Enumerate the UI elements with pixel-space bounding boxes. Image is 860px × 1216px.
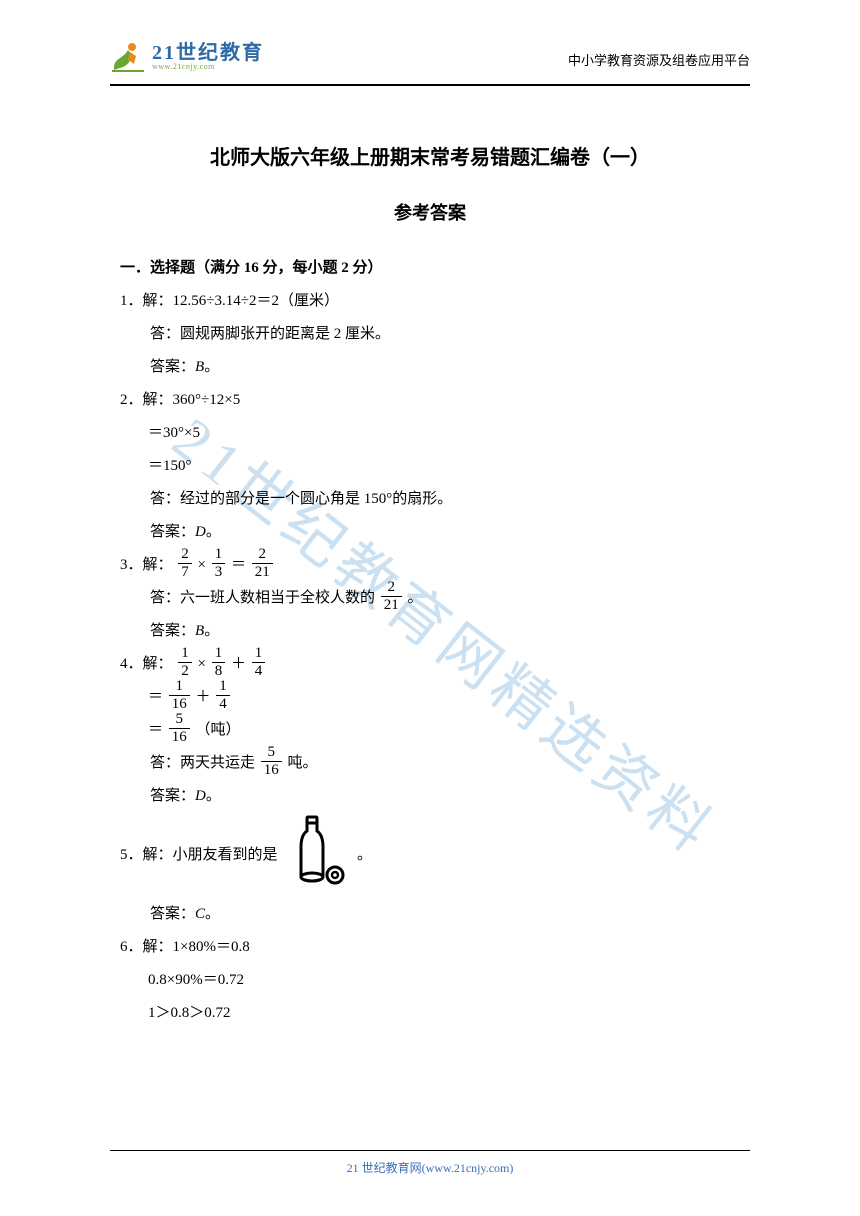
- bottle-icon: [287, 813, 347, 898]
- q2-ans-letter: D: [195, 524, 206, 540]
- q3-final-suffix: 。: [204, 623, 219, 639]
- q2-ans-prefix: 答案：: [150, 524, 195, 540]
- q3-eq: ＝: [231, 557, 246, 573]
- q3-f3d: 21: [252, 563, 273, 580]
- q3-final: 答案：B。: [120, 615, 740, 648]
- q3-frac2: 13: [212, 547, 226, 580]
- logo: 21世纪教育 www.21cnjy.com: [110, 40, 264, 74]
- q4-b1d: 16: [169, 695, 190, 712]
- q1-ans-prefix: 答案：: [150, 359, 195, 375]
- q4-unit: （吨）: [196, 722, 241, 738]
- q2-line3: ＝150°: [120, 450, 740, 483]
- q4-mul: ×: [198, 656, 206, 672]
- q4-b2n: 1: [216, 679, 230, 695]
- q3-ans-prefix: 答：六一班人数相当于全校人数的: [150, 590, 375, 606]
- q4-a3n: 1: [252, 646, 266, 662]
- q6-line1: 6．解：1×80%＝0.8: [120, 931, 740, 964]
- q4-final-suffix: 。: [206, 788, 221, 804]
- q4-final: 答案：D。: [120, 780, 740, 813]
- q3-head: 3．解：: [120, 557, 173, 573]
- logo-main-text: 21世纪教育: [152, 43, 264, 63]
- q4-ans-suffix: 吨。: [288, 755, 318, 771]
- q1-line2: 答：圆规两脚张开的距离是 2 厘米。: [120, 318, 740, 351]
- q3-f4n: 2: [385, 580, 399, 596]
- q4-line2: ＝ 116 ＋ 14: [120, 681, 740, 714]
- q4-ans-prefix: 答：两天共运走: [150, 755, 255, 771]
- q4-eq2: ＝: [148, 722, 163, 738]
- header-right-text: 中小学教育资源及组卷应用平台: [568, 50, 750, 69]
- q4-b1n: 1: [173, 679, 187, 695]
- q4-c1: 516: [169, 712, 190, 745]
- footer-rule: [110, 1150, 750, 1152]
- q2-line2: ＝30°×5: [120, 417, 740, 450]
- q4-eq1: ＝: [148, 689, 163, 705]
- q5-prefix: 5．解：小朋友看到的是: [120, 847, 278, 863]
- q4-a1d: 2: [178, 662, 192, 679]
- q4-c1d: 16: [169, 728, 190, 745]
- document-subtitle: 参考答案: [120, 194, 740, 234]
- document-body: 北师大版六年级上册期末常考易错题汇编卷（一） 参考答案 一．选择题（满分 16 …: [0, 86, 860, 1030]
- q5-line: 5．解：小朋友看到的是 。: [120, 813, 740, 898]
- q4-line1: 4．解： 12 × 18 ＋ 14: [120, 648, 740, 681]
- q3-ans-suffix: 。: [408, 590, 423, 606]
- q5-suffix: 。: [357, 847, 372, 863]
- section-heading: 一．选择题（满分 16 分，每小题 2 分）: [120, 252, 740, 285]
- q4-d1d: 16: [261, 761, 282, 778]
- q2-line1: 2．解：360°÷12×5: [120, 384, 740, 417]
- q3-line1: 3．解： 27 × 13 ＝ 221: [120, 549, 740, 582]
- q1-ans-letter: B: [195, 359, 204, 375]
- logo-sub-text: www.21cnjy.com: [152, 63, 264, 71]
- q4-a2: 18: [212, 646, 226, 679]
- q3-f1n: 2: [178, 547, 192, 563]
- q3-frac1: 27: [178, 547, 192, 580]
- q1-line1: 1．解：12.56÷3.14÷2＝2（厘米）: [120, 285, 740, 318]
- q4-d1n: 5: [265, 745, 279, 761]
- q1-answer: 答案：B。: [120, 351, 740, 384]
- q3-final-letter: B: [195, 623, 204, 639]
- q3-frac3: 221: [252, 547, 273, 580]
- q4-a2n: 1: [212, 646, 226, 662]
- page-footer: 21 世纪教育网(www.21cnjy.com): [110, 1150, 750, 1177]
- page-header: 21世纪教育 www.21cnjy.com 中小学教育资源及组卷应用平台: [0, 0, 860, 74]
- q4-ans-line: 答：两天共运走 516 吨。: [120, 747, 740, 780]
- q3-frac4: 221: [381, 580, 402, 613]
- q5-final-letter: C: [195, 906, 205, 922]
- q2-line4: 答：经过的部分是一个圆心角是 150°的扇形。: [120, 483, 740, 516]
- document-title: 北师大版六年级上册期末常考易错题汇编卷（一）: [120, 136, 740, 180]
- q3-f4d: 21: [381, 596, 402, 613]
- q3-final-prefix: 答案：: [150, 623, 195, 639]
- q4-c1n: 5: [173, 712, 187, 728]
- q3-f3n: 2: [256, 547, 270, 563]
- q4-plus: ＋: [231, 656, 246, 672]
- q3-f2n: 1: [212, 547, 226, 563]
- q5-final-suffix: 。: [205, 906, 220, 922]
- q4-a1: 12: [178, 646, 192, 679]
- q3-f1d: 7: [178, 563, 192, 580]
- q4-line3: ＝ 516 （吨）: [120, 714, 740, 747]
- q4-b2: 14: [216, 679, 230, 712]
- q2-answer: 答案：D。: [120, 516, 740, 549]
- q4-final-letter: D: [195, 788, 206, 804]
- q4-head: 4．解：: [120, 656, 173, 672]
- q4-a2d: 8: [212, 662, 226, 679]
- q4-plus2: ＋: [196, 689, 211, 705]
- q6-line3: 1＞0.8＞0.72: [120, 997, 740, 1030]
- q3-mul: ×: [198, 557, 206, 573]
- q4-final-prefix: 答案：: [150, 788, 195, 804]
- q5-final: 答案：C。: [120, 898, 740, 931]
- q4-a1n: 1: [178, 646, 192, 662]
- q4-a3d: 4: [252, 662, 266, 679]
- q5-final-prefix: 答案：: [150, 906, 195, 922]
- q4-b2d: 4: [216, 695, 230, 712]
- q1-ans-suffix: 。: [204, 359, 219, 375]
- footer-text: 21 世纪教育网(www.21cnjy.com): [347, 1161, 514, 1175]
- q4-a3: 14: [252, 646, 266, 679]
- q3-ans-line: 答：六一班人数相当于全校人数的 221 。: [120, 582, 740, 615]
- runner-icon: [110, 40, 146, 74]
- q4-b1: 116: [169, 679, 190, 712]
- q3-f2d: 3: [212, 563, 226, 580]
- q4-d1: 516: [261, 745, 282, 778]
- q2-ans-suffix: 。: [206, 524, 221, 540]
- q6-line2: 0.8×90%＝0.72: [120, 964, 740, 997]
